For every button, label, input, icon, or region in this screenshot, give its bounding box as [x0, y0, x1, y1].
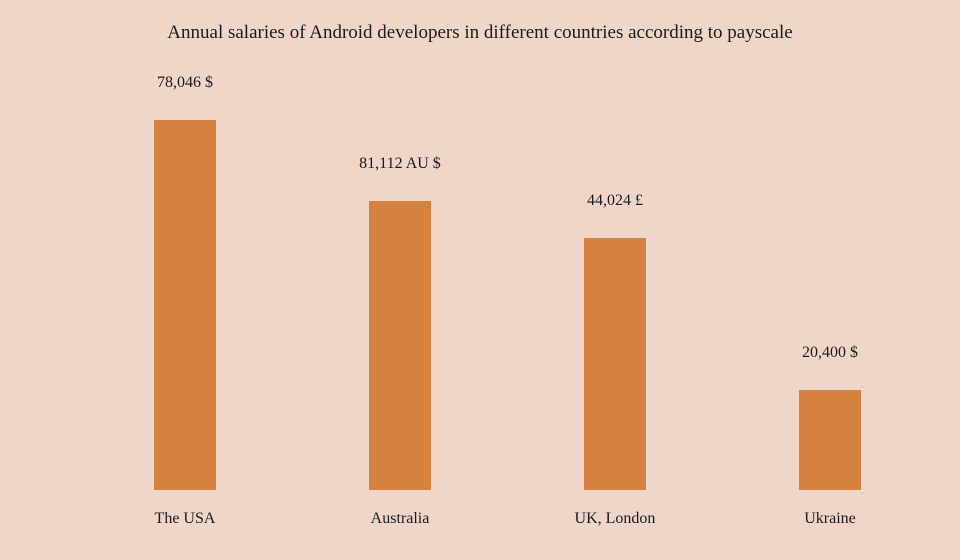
salary-bar-chart: Annual salaries of Android developers in… [0, 0, 960, 560]
bar-category-label: Ukraine [730, 510, 930, 528]
bar-category-label: The USA [85, 510, 285, 528]
bar-category-label: UK, London [515, 510, 715, 528]
bar-value-label: 44,024 £ [515, 192, 715, 210]
chart-title: Annual salaries of Android developers in… [0, 22, 960, 44]
bar-value-label: 78,046 $ [85, 74, 285, 92]
bar-value-label: 81,112 AU $ [300, 155, 500, 173]
bar [799, 390, 861, 490]
bar [369, 201, 431, 490]
bar-value-label: 20,400 $ [730, 344, 930, 362]
bar [154, 120, 216, 490]
bar [584, 238, 646, 490]
plot-area: 78,046 $The USA81,112 AU $Australia44,02… [110, 120, 890, 490]
bar-category-label: Australia [300, 510, 500, 528]
